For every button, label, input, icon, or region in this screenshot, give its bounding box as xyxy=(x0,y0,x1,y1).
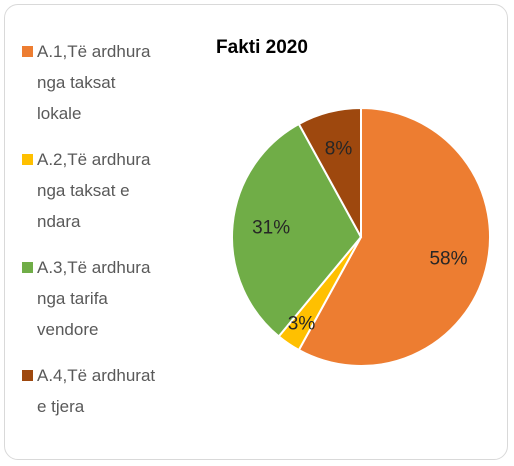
data-label: 58% xyxy=(429,248,467,269)
pie-slice xyxy=(297,106,362,238)
legend-swatch xyxy=(22,46,33,57)
legend-item: A.1,Të ardhura nga taksat lokale xyxy=(22,36,162,129)
data-label: 8% xyxy=(325,139,353,160)
legend: A.1,Të ardhura nga taksat lokale A.2,Të a… xyxy=(22,36,162,437)
data-label: 31% xyxy=(252,218,290,239)
legend-label: A.1,Të ardhura nga taksat lokale xyxy=(37,42,151,123)
legend-swatch xyxy=(22,370,33,381)
chart-frame xyxy=(4,4,508,460)
legend-item: A.4,Të ardhurat e tjera xyxy=(22,360,162,422)
legend-swatch xyxy=(22,262,33,273)
data-label: 3% xyxy=(288,314,316,335)
pie-slice xyxy=(231,122,363,338)
chart-title: Fakti 2020 xyxy=(216,37,308,58)
legend-label: A.3,Të ardhura nga tarifa vendore xyxy=(37,258,151,339)
legend-swatch xyxy=(22,154,33,165)
legend-item: A.2,Të ardhura nga taksat e ndara xyxy=(22,144,162,237)
legend-label: A.2,Të ardhura nga taksat e ndara xyxy=(37,150,151,231)
pie-slice xyxy=(297,106,491,367)
legend-item: A.3,Të ardhura nga tarifa vendore xyxy=(22,252,162,345)
legend-label: A.4,Të ardhurat e tjera xyxy=(37,366,156,416)
